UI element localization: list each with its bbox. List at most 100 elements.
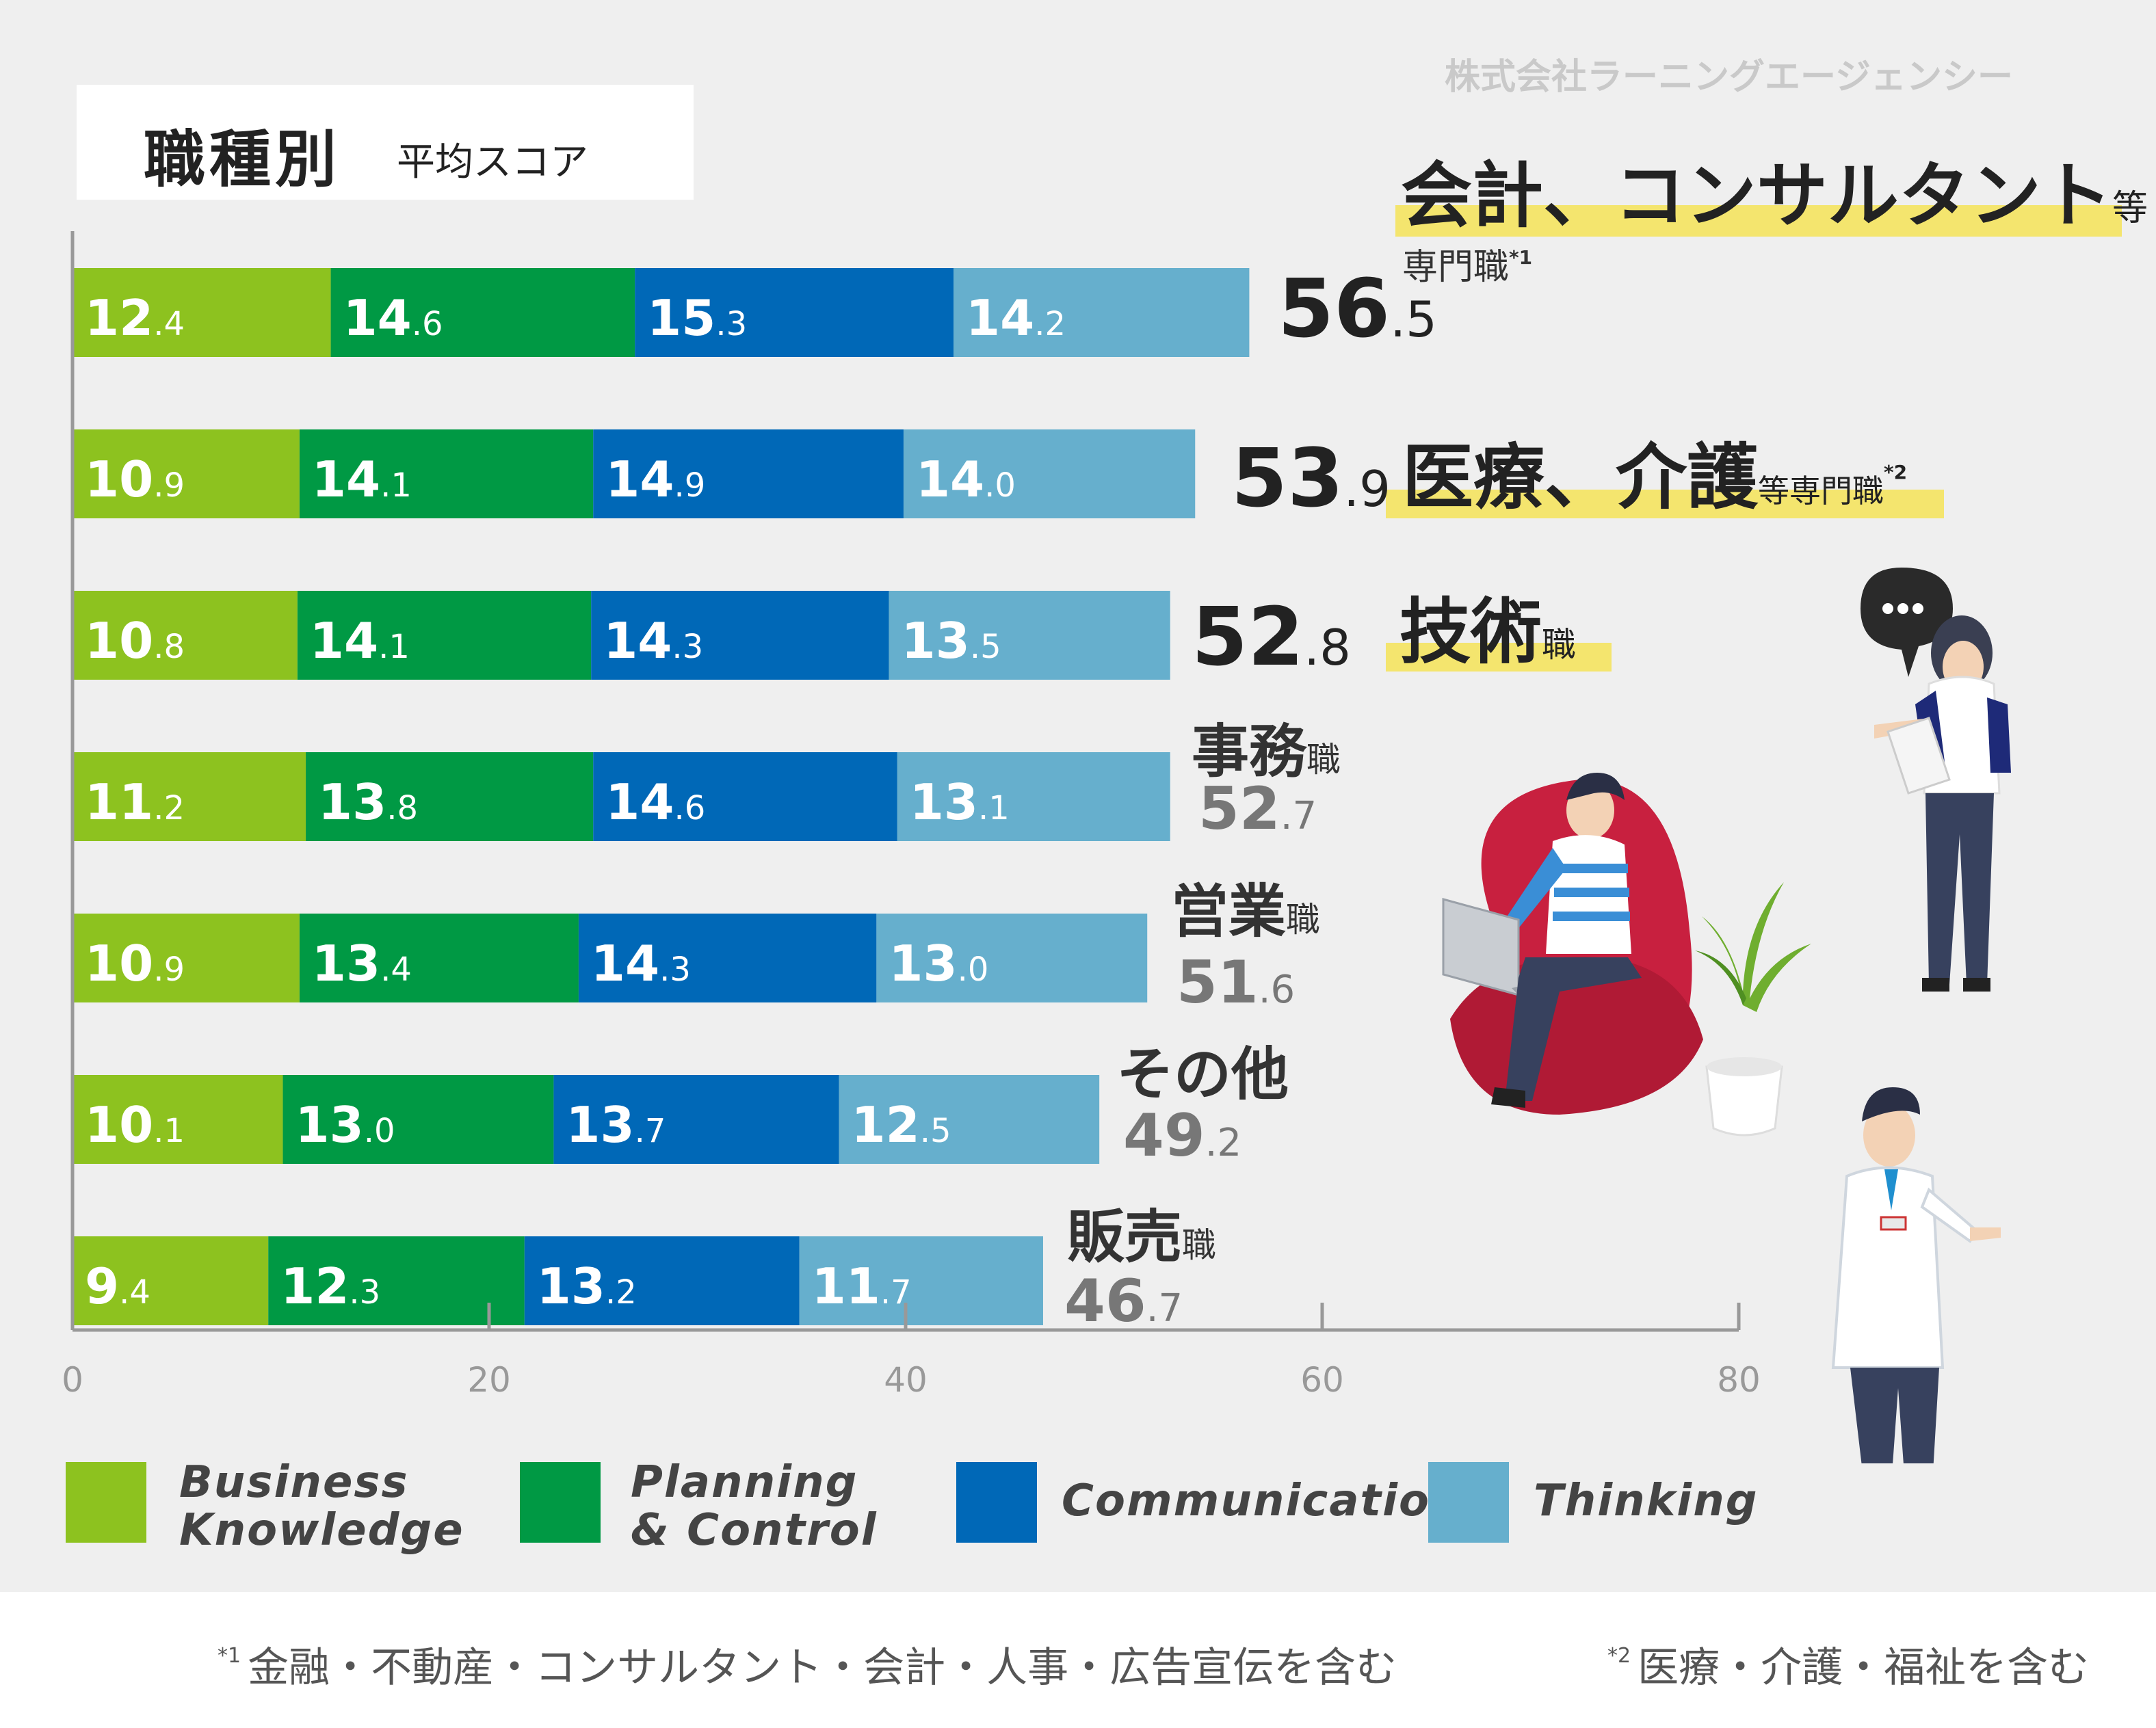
title-box [77,85,694,200]
category-label: 会計、コンサルタント等 [1401,154,2148,237]
chart-title: 職種別 [144,124,341,196]
segment-value-label: 15.3 [647,289,747,347]
bar-segment [889,591,1170,680]
category-label: 技術職 [1399,590,1576,674]
bar-segment [635,268,954,357]
legend-label-business-knowledge: Business Knowledge [179,1457,464,1556]
label-highlight [1386,490,1944,518]
total-label: 49.2 [1123,1102,1241,1170]
segment-value-label: 13.7 [566,1096,666,1154]
bar-segment [524,1236,800,1325]
bar-segment [73,1236,269,1325]
bar-segment [73,268,331,357]
x-tick-label: 0 [62,1360,83,1400]
legend-label-communication: Communication [1062,1476,1463,1526]
segment-value-label: 12.5 [852,1096,951,1154]
segment-value-label: 10.9 [85,451,185,508]
footnote-2: *2 医療・介護・福祉を含む [1607,1634,2089,1694]
stacked-bar-chart: 0 20 40 60 80 12.4 14.6 15.3 14.2 10.9 14.1 14.9 14… [62,154,2148,1463]
bar-segment [73,1075,283,1164]
bar-segment [282,1075,554,1164]
category-label: 事務職 [1192,718,1341,785]
bar-segment [330,268,635,357]
footer [0,1592,2156,1728]
segment-value-label: 10.9 [85,935,185,992]
total-label: 46.7 [1064,1267,1183,1335]
woman-with-speech-bubble-illustration [1861,568,2011,992]
category-label: その他 [1116,1041,1289,1108]
total-label: 52.8 [1192,589,1351,684]
segment-value-label: 11.2 [85,773,185,831]
x-tick-label: 80 [1717,1360,1761,1400]
segment-value-label: 14.1 [312,451,412,508]
bar-segment [299,429,594,518]
x-tick-label: 60 [1300,1360,1344,1400]
bar-segment [306,752,594,841]
doctor-illustration [1831,1087,2001,1463]
watermark: 株式会社ラーニングエージェンシー [1445,57,2013,98]
chart-subtitle: 平均スコア [397,140,588,185]
footnote-2-mark: *2 [1607,1644,1631,1668]
total-label: 56.5 [1278,261,1437,356]
segment-value-label: 10.8 [85,612,185,669]
segment-value-label: 10.1 [85,1096,185,1154]
legend-swatch-communication [956,1462,1037,1543]
segment-value-label: 12.3 [280,1258,380,1315]
bar-segment [897,752,1170,841]
segment-value-label: 14.3 [603,612,703,669]
segment-value-label: 14.2 [966,289,1066,347]
segment-value-label: 13.0 [295,1096,395,1154]
legend-label-planning-control: Planning & Control [631,1457,878,1556]
bar-segment [903,429,1196,518]
segment-value-label: 13.2 [537,1258,637,1315]
person-with-laptop-illustration [1442,773,1703,1115]
segment-value-label: 14.1 [310,612,410,669]
segment-value-label: 13.1 [910,773,1010,831]
plant-illustration [1695,882,1811,1137]
bar-segment [73,752,306,841]
segment-value-label: 14.6 [605,773,705,831]
category-label: 営業職 [1171,878,1320,945]
legend-label-thinking: Thinking [1534,1476,1759,1526]
bar-segment [799,1236,1043,1325]
segment-value-label: 13.5 [902,612,1001,669]
label-highlight [1386,643,1612,672]
bar-segment [297,591,592,680]
total-label: 52.7 [1198,775,1317,843]
bar-segment [954,268,1250,357]
bar-segment [593,752,897,841]
segment-value-label: 14.0 [916,451,1016,508]
segment-value-label: 13.8 [318,773,418,831]
bar-segment [593,429,904,518]
footnote-1: *1 金融・不動産・コンサルタント・会計・人事・広告宣伝を含む [218,1634,1397,1694]
segment-value-label: 14.6 [343,289,443,347]
segment-value-label: 14.3 [591,935,691,992]
legend-swatch-thinking [1428,1462,1509,1543]
bar-segment [839,1075,1100,1164]
bar-segment [876,914,1148,1002]
segment-value-label: 12.4 [85,289,185,347]
bar-segment [578,914,877,1002]
bar-segment [268,1236,525,1325]
legend-swatch-business-knowledge [66,1462,146,1543]
footnote-1-text: 金融・不動産・コンサルタント・会計・人事・広告宣伝を含む [248,1644,1397,1692]
footnote-2-text: 医療・介護・福祉を含む [1638,1644,2090,1692]
total-label: 53.9 [1231,431,1391,525]
bar-segment [299,914,579,1002]
x-tick-label: 20 [467,1360,511,1400]
segment-value-label: 13.4 [312,935,412,992]
total-label: 51.6 [1176,948,1295,1017]
category-label: 医療、介護等専門職*2 [1402,436,1907,519]
bar-segment [553,1075,839,1164]
bar-segment [73,591,298,680]
segment-value-label: 14.9 [605,451,705,508]
segment-value-label: 9.4 [85,1258,150,1315]
bar-segment [73,429,300,518]
footnote-1-mark: *1 [218,1644,241,1668]
category-label: 販売職 [1067,1204,1216,1271]
bar-segment [591,591,889,680]
x-tick-label: 40 [884,1360,928,1400]
legend-swatch-planning-control [520,1462,601,1543]
segment-value-label: 11.7 [812,1258,912,1315]
category-sublabel: 専門職*1 [1402,246,1532,288]
